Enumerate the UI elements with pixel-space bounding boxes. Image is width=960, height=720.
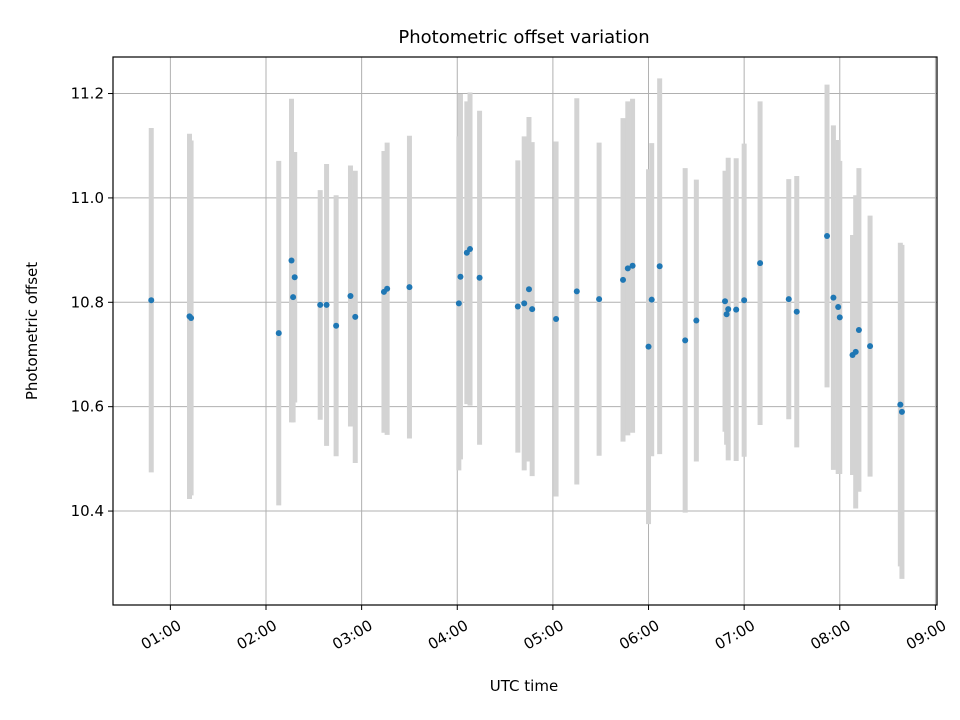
data-point [573, 288, 580, 295]
data-point [682, 337, 689, 344]
plot-frame [112, 56, 938, 606]
data-point [347, 293, 354, 300]
y-tick-label: 10.6 [71, 398, 104, 416]
data-point [291, 274, 298, 281]
data-point [836, 314, 843, 321]
y-axis-label: Photometric offset [23, 262, 41, 400]
data-point [897, 401, 904, 408]
data-point [835, 303, 842, 310]
data-point [290, 294, 297, 301]
data-point [620, 276, 627, 283]
data-point [722, 298, 729, 305]
data-point [824, 233, 831, 240]
data-point [645, 343, 652, 350]
y-tick-label: 11.2 [71, 85, 104, 103]
data-point [898, 408, 905, 415]
data-point [521, 300, 528, 307]
x-axis-label: UTC time [490, 677, 558, 695]
data-point [733, 306, 740, 313]
data-point [867, 343, 874, 350]
data-point [317, 301, 324, 308]
data-point [553, 315, 560, 322]
data-point [352, 313, 359, 320]
data-point [793, 308, 800, 315]
chart-title: Photometric offset variation [398, 27, 649, 48]
data-point [830, 294, 837, 301]
data-point [624, 265, 631, 272]
data-point [852, 348, 859, 355]
data-point [596, 296, 603, 303]
data-point [384, 285, 391, 292]
y-tick-label: 10.4 [71, 502, 104, 520]
data-point [723, 311, 730, 318]
data-point [741, 297, 748, 304]
data-point [275, 330, 282, 337]
data-point [693, 317, 700, 324]
data-point [656, 263, 663, 270]
data-point [525, 286, 532, 293]
data-point [855, 326, 862, 333]
data-point [757, 260, 764, 267]
data-point [467, 246, 474, 253]
data-point [785, 296, 792, 303]
data-point [455, 300, 462, 307]
y-tick-label: 10.8 [71, 293, 104, 311]
data-point [333, 322, 340, 329]
data-point [476, 274, 483, 281]
data-point [406, 284, 413, 291]
y-axis-ticks: 10.4 10.6 10.8 11.0 11.2 [71, 85, 113, 520]
data-point [188, 314, 195, 321]
data-point [323, 301, 330, 308]
data-point [529, 306, 536, 313]
data-point [725, 306, 732, 313]
y-tick-label: 11.0 [71, 189, 104, 207]
data-point [629, 262, 636, 269]
data-point [288, 257, 295, 264]
data-points [148, 233, 905, 415]
data-point [648, 296, 655, 303]
data-point [514, 303, 521, 310]
data-point [457, 273, 464, 280]
data-point [148, 297, 155, 304]
